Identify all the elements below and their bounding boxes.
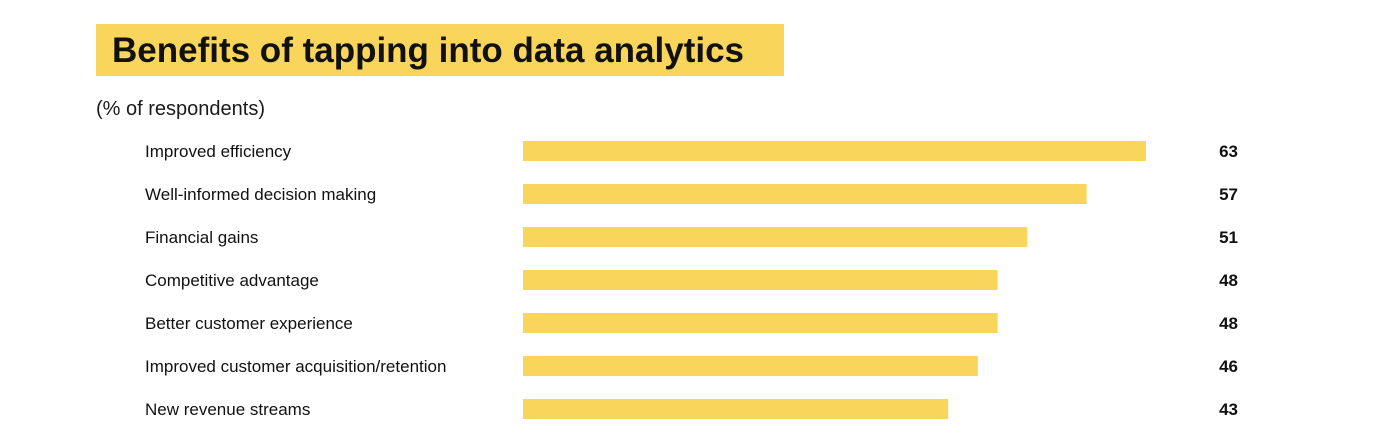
value-label: 48 (1219, 314, 1238, 333)
category-label: Improved customer acquisition/retention (145, 357, 446, 376)
bar (523, 399, 949, 419)
category-label: Financial gains (145, 228, 258, 247)
category-label: Better customer experience (145, 314, 353, 333)
bar (523, 227, 1028, 247)
bar (523, 141, 1146, 161)
chart-subtitle: (% of respondents) (96, 98, 265, 120)
category-label: Competitive advantage (145, 271, 319, 290)
value-label: 63 (1219, 142, 1238, 161)
title-highlight (96, 24, 784, 76)
value-label: 48 (1219, 271, 1238, 290)
bar (523, 313, 998, 333)
value-label: 43 (1219, 400, 1238, 419)
value-label: 46 (1219, 357, 1238, 376)
category-label: New revenue streams (145, 400, 310, 419)
category-label: Well-informed decision making (145, 185, 376, 204)
bar (523, 270, 998, 290)
value-label: 51 (1219, 228, 1238, 247)
chart-title: Benefits of tapping into data analytics (112, 31, 745, 70)
bar (523, 356, 978, 376)
bar (523, 184, 1087, 204)
category-label: Improved efficiency (145, 142, 292, 161)
value-label: 57 (1219, 185, 1238, 204)
